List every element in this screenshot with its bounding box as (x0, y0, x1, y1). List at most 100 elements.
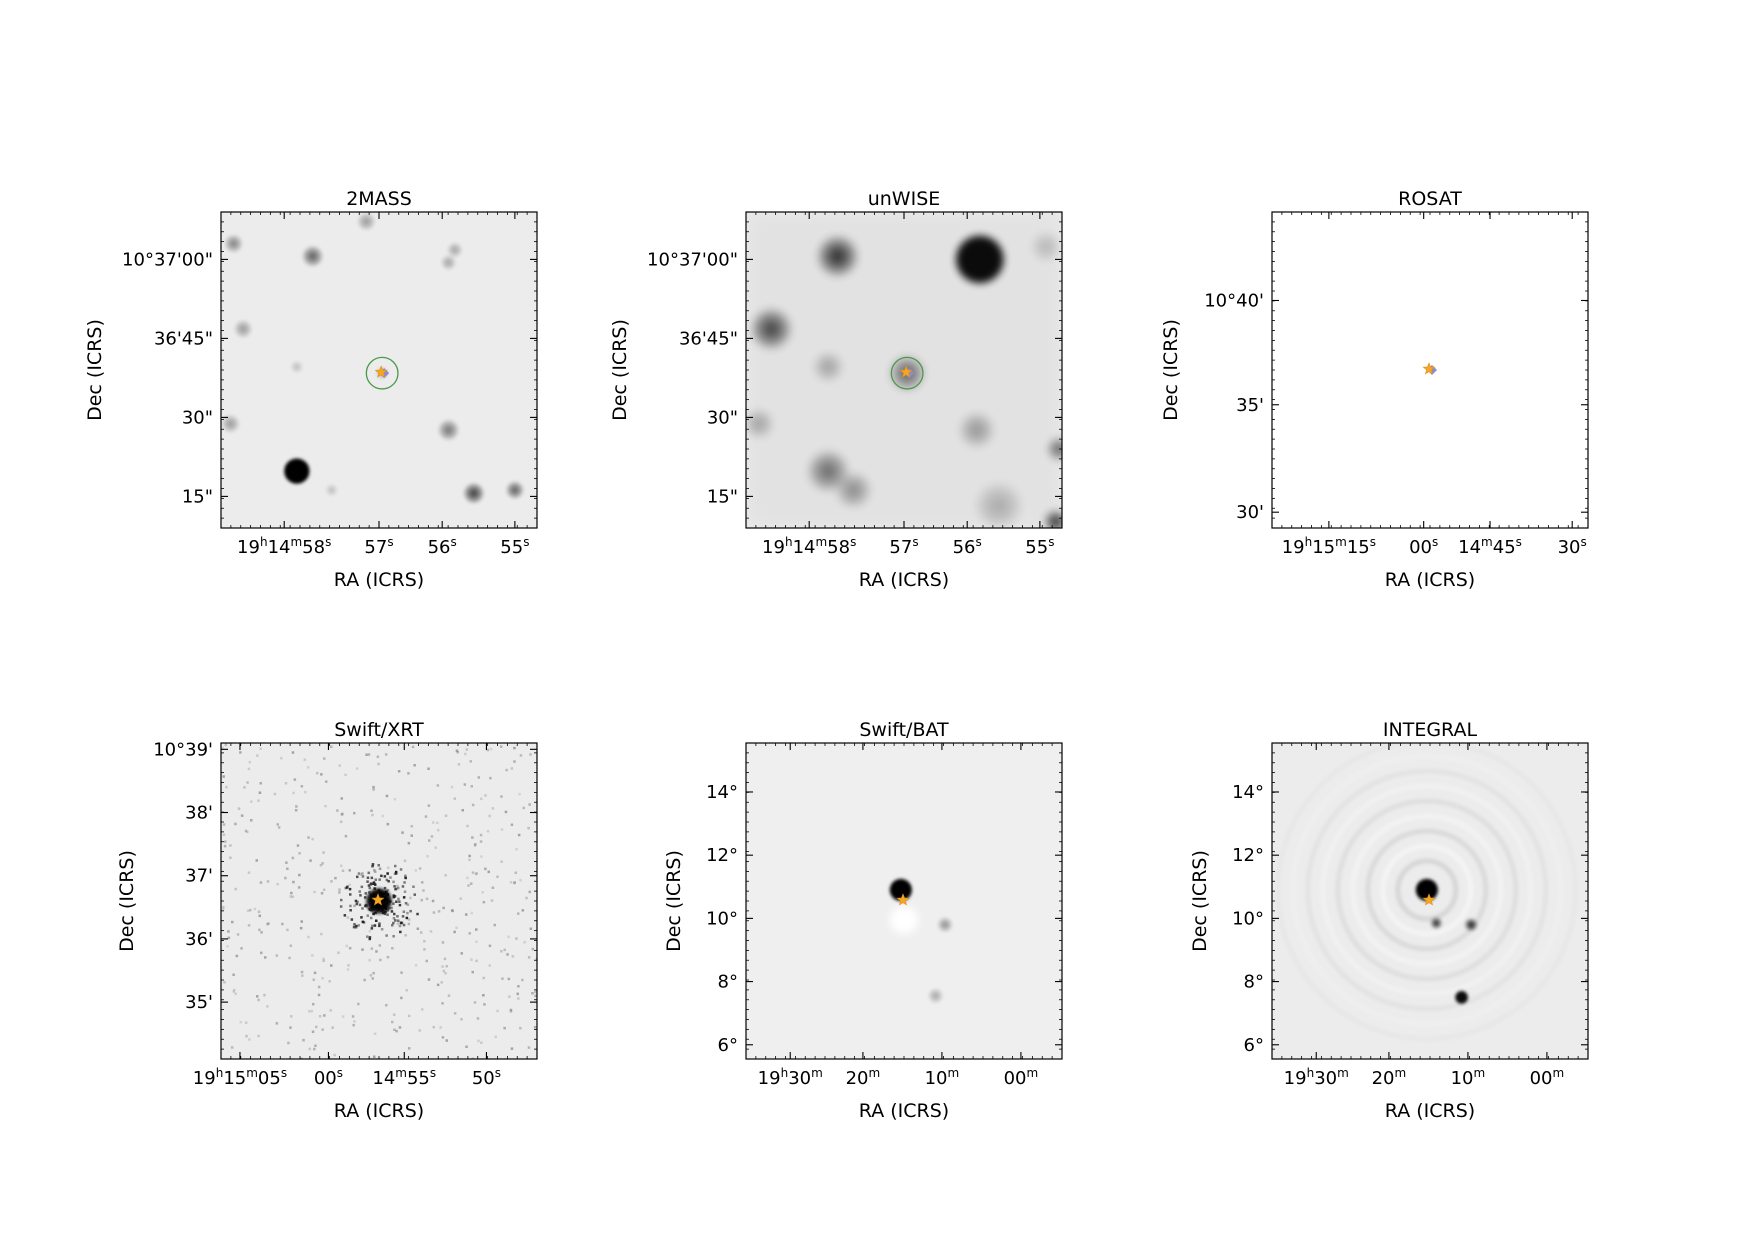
y-tick-label: 8° (718, 972, 738, 993)
source-blob (973, 480, 1025, 528)
y-tick-label: 36'45" (154, 328, 213, 349)
source-blob (446, 242, 463, 258)
x-tick-label: 19h14m58s (762, 535, 856, 558)
source-blob (1415, 878, 1438, 901)
minor-ticks (746, 212, 1062, 528)
search-circle (365, 356, 399, 390)
x-tick-label: 14m55s (372, 1066, 436, 1089)
source-blob (224, 234, 244, 254)
source-blob (356, 212, 376, 231)
x-tick-label: 00s (314, 1066, 343, 1089)
source-blob (957, 411, 996, 449)
x-tick-label: 20m (1372, 1066, 1407, 1089)
x-tick-label: 19h30m (758, 1066, 823, 1089)
x-tick-label: 00s (1409, 535, 1438, 558)
y-tick-label: 6° (718, 1035, 738, 1056)
y-tick-label: 10°39' (153, 739, 213, 760)
y-axis-label: Dec (ICRS) (1189, 850, 1211, 952)
y-tick-label: 35' (1236, 395, 1264, 416)
search-circle (890, 356, 924, 390)
source-blob (889, 878, 912, 901)
x-tick-label: 56s (428, 535, 457, 558)
source-blob (937, 916, 953, 933)
y-tick-label: 15" (182, 486, 213, 507)
panel-rosat: 19h15m15s 00s 14m45s 30s 10°40' 35' 30' ROSAT RA… (1160, 188, 1589, 591)
minor-ticks (221, 743, 537, 1059)
x-tick-label: 19h30m (1284, 1066, 1349, 1089)
x-tick-label: 50s (472, 1066, 501, 1089)
panel-title: unWISE (868, 188, 941, 210)
y-tick-label: 10°37'00" (647, 249, 738, 270)
y-tick-label: 15" (707, 486, 738, 507)
x-axis-label: RA (ICRS) (859, 569, 949, 591)
y-axis-label: Dec (ICRS) (1160, 319, 1182, 421)
x-tick-label: 55s (1025, 535, 1054, 558)
source-blob (1430, 916, 1443, 930)
y-tick-label: 10°37'00" (122, 249, 213, 270)
source-blob (1043, 509, 1062, 528)
y-tick-label: 10° (1232, 908, 1264, 929)
y-tick-label: 6° (1244, 1035, 1264, 1056)
panel-title: ROSAT (1398, 188, 1462, 210)
source-blob (1030, 230, 1062, 263)
x-tick-label: 10m (925, 1066, 960, 1089)
x-tick-label: 14m45s (1458, 535, 1522, 558)
panel-2mass: 19h14m58s 57s 56s 55s 10°37'00" 36'45" 30" 15" 2… (84, 188, 538, 591)
star-marker (899, 365, 913, 378)
panel-title: 2MASS (346, 188, 412, 210)
source-blob (505, 480, 525, 500)
y-tick-label: 12° (706, 845, 738, 866)
y-axis-label: Dec (ICRS) (663, 850, 685, 952)
x-axis-label: RA (ICRS) (1385, 1100, 1475, 1122)
y-tick-label: 38' (185, 803, 213, 824)
minor-ticks (1272, 743, 1588, 1059)
panel-title: Swift/XRT (334, 719, 424, 741)
minor-ticks (746, 743, 1062, 1059)
star-marker (1422, 362, 1436, 375)
y-tick-label: 30' (1236, 502, 1264, 523)
y-tick-label: 12° (1232, 845, 1264, 866)
panel-unwise: 19h14m58s 57s 56s 55s 10°37'00" 36'45" 30" 15" u… (609, 188, 1063, 591)
source-blob (834, 471, 873, 510)
source-blob (325, 483, 338, 497)
star-marker (374, 365, 388, 378)
x-tick-label: 19h15m15s (1282, 535, 1376, 558)
source-blob (927, 987, 944, 1004)
sky-image (1275, 743, 1579, 1042)
x-tick-label: 19h15m05s (193, 1066, 287, 1089)
source-blob (1464, 917, 1479, 932)
y-axis-label: Dec (ICRS) (609, 319, 631, 421)
y-tick-label: 36'45" (679, 328, 738, 349)
x-tick-label: 00m (1004, 1066, 1039, 1089)
y-tick-label: 30" (182, 407, 213, 428)
y-axis-label: Dec (ICRS) (84, 319, 106, 421)
y-tick-label: 35' (185, 992, 213, 1013)
source-blob (440, 254, 457, 271)
x-axis-label: RA (ICRS) (334, 569, 424, 591)
panel-title: INTEGRAL (1383, 719, 1478, 741)
x-tick-label: 19h14m58s (237, 535, 331, 558)
star-marker (896, 893, 910, 906)
y-axis-label: Dec (ICRS) (116, 850, 138, 952)
source-blob (301, 245, 324, 268)
star-marker (1422, 893, 1436, 906)
y-tick-label: 30" (707, 407, 738, 428)
y-tick-label: 14° (1232, 782, 1264, 803)
x-axis-label: RA (ICRS) (1385, 569, 1475, 591)
x-tick-label: 57s (364, 535, 393, 558)
sky-image (889, 878, 953, 1004)
x-tick-label: 00m (1530, 1066, 1565, 1089)
source-blob (233, 319, 253, 339)
x-tick-label: 56s (953, 535, 982, 558)
x-tick-label: 30s (1558, 535, 1587, 558)
source-blob (221, 414, 240, 434)
source-blob (746, 407, 775, 440)
panel-integral: 19h30m 20m 10m 00m 14° 12° 10° 8° 6° INTEGRAL RA (… (1189, 719, 1589, 1122)
source-blob (812, 351, 844, 383)
y-tick-label: 10° (706, 908, 738, 929)
y-tick-label: 14° (706, 782, 738, 803)
x-tick-label: 10m (1451, 1066, 1486, 1089)
source-blob (284, 458, 310, 484)
x-tick-label: 20m (846, 1066, 881, 1089)
